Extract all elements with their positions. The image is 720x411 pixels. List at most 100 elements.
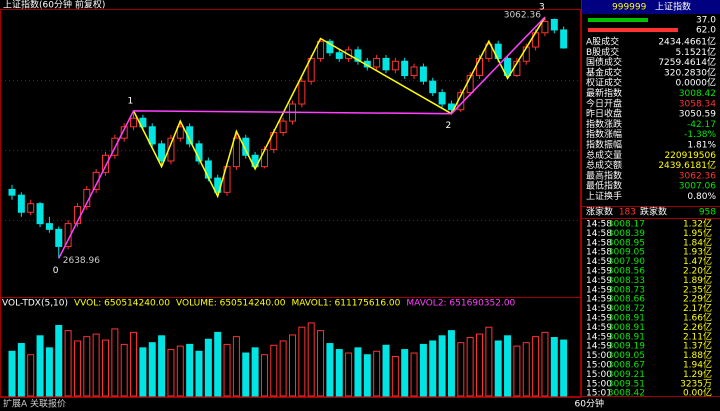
candle-body bbox=[130, 117, 138, 128]
candle-body bbox=[401, 60, 409, 77]
tick-time: 14:59 bbox=[586, 342, 612, 352]
volume-bar bbox=[176, 345, 184, 397]
stat-value: 2439.6181亿 bbox=[658, 159, 716, 171]
tick-volume: 1.37亿 bbox=[683, 340, 712, 352]
tick-time: 14:59 bbox=[586, 314, 612, 324]
volume-bar bbox=[373, 350, 381, 397]
candle-body bbox=[541, 20, 549, 34]
stock-name: 上证指数 bbox=[655, 1, 691, 13]
tick-volume: 2.35亿 bbox=[683, 283, 712, 295]
tick-time: 14:58 bbox=[586, 229, 612, 239]
tick-volume: 2.11亿 bbox=[683, 330, 712, 342]
volume-legend: MAVOL1: 611175616.00 bbox=[291, 299, 400, 309]
tick-price: 3007.90 bbox=[608, 257, 645, 267]
tick-price: 3008.91 bbox=[608, 314, 645, 324]
frame bbox=[0, 0, 720, 398]
tick-volume: 1.88亿 bbox=[683, 349, 712, 361]
candle-body bbox=[438, 92, 446, 105]
volume-bar bbox=[214, 331, 222, 397]
tick-price: 3008.17 bbox=[608, 220, 645, 230]
candle-body bbox=[410, 66, 418, 77]
volume-bar bbox=[522, 342, 530, 397]
tick-price: 3008.91 bbox=[608, 323, 645, 333]
stat-label: B股成交 bbox=[586, 46, 619, 58]
tick-volume: 1.47亿 bbox=[683, 255, 712, 267]
candle-body bbox=[232, 137, 240, 168]
volume-bar bbox=[410, 352, 418, 397]
volume-bar bbox=[120, 343, 128, 397]
volume-bar bbox=[158, 335, 166, 397]
volume-legend: MAVOL2: 651690352.00 bbox=[406, 299, 515, 309]
tick-time: 15:00 bbox=[586, 370, 612, 380]
candle-body bbox=[326, 40, 334, 54]
volume-bar bbox=[130, 331, 138, 397]
candle-body bbox=[251, 154, 259, 168]
volume-bar bbox=[532, 336, 540, 397]
tick-price: 3008.56 bbox=[608, 267, 645, 277]
tab[interactable]: 扩展A bbox=[3, 398, 28, 410]
volume-bar bbox=[513, 345, 521, 397]
volume-bar bbox=[242, 352, 250, 397]
tick-time: 14:59 bbox=[586, 257, 612, 267]
wave-line bbox=[132, 16, 546, 199]
stat-value: 1.81% bbox=[687, 141, 716, 151]
volume-bar bbox=[550, 337, 558, 397]
candle-body bbox=[373, 57, 381, 68]
stat-value: -1.38% bbox=[684, 130, 716, 140]
volume-bar bbox=[494, 340, 502, 397]
tick-price: 3008.67 bbox=[608, 361, 645, 371]
candle-body bbox=[419, 66, 427, 82]
candle-body bbox=[204, 160, 212, 179]
volume-legend: VOLUME: 650514240.00 bbox=[176, 299, 286, 309]
tick-price: 3008.91 bbox=[608, 332, 645, 342]
volume-bar bbox=[186, 343, 194, 397]
volume-bar bbox=[45, 347, 53, 397]
tick-time: 15:00 bbox=[586, 351, 612, 361]
candle-body bbox=[485, 43, 493, 59]
candle-body bbox=[120, 126, 128, 139]
volume-bar bbox=[438, 335, 446, 397]
volume-bar bbox=[391, 355, 399, 397]
chart-title: 上证指数(60分钟 前复权) bbox=[3, 0, 105, 11]
tick-volume: 1.66亿 bbox=[683, 312, 712, 324]
candle-body bbox=[176, 126, 184, 139]
stat-value: 0.0000亿 bbox=[676, 77, 717, 89]
tick-volume: 1.93亿 bbox=[683, 246, 712, 258]
bar-red bbox=[588, 28, 678, 32]
bar-green bbox=[588, 18, 648, 22]
volume-bar bbox=[195, 350, 203, 397]
volume-bar bbox=[326, 343, 334, 397]
tick-volume: 1.89亿 bbox=[683, 274, 712, 286]
tab[interactable]: 关联报价 bbox=[30, 398, 66, 410]
candle-body bbox=[298, 80, 306, 105]
tick-time: 14:58 bbox=[586, 238, 612, 248]
tick-price: 3009.05 bbox=[608, 351, 645, 361]
candle-body bbox=[260, 149, 268, 168]
tick-time: 14:58 bbox=[586, 220, 612, 230]
volume-bar bbox=[335, 349, 343, 397]
tick-volume: 2.20亿 bbox=[683, 265, 712, 277]
candle-body bbox=[148, 126, 156, 145]
wave-line bbox=[58, 16, 546, 259]
candle-body bbox=[242, 137, 250, 156]
candle-body bbox=[504, 57, 512, 77]
candle-body bbox=[8, 188, 16, 196]
volume-bar bbox=[485, 326, 493, 397]
volume-bar bbox=[148, 342, 156, 397]
volume-bar bbox=[55, 324, 63, 397]
stock-code: 999999 bbox=[612, 3, 647, 13]
volume-bar bbox=[541, 331, 549, 397]
wave-label: 2 bbox=[445, 121, 451, 131]
volume-bar bbox=[345, 352, 353, 397]
stat-label: 最高指数 bbox=[586, 169, 622, 181]
volume-bar bbox=[298, 326, 306, 397]
tick-price: 3008.39 bbox=[608, 229, 645, 239]
period[interactable]: 60分钟 bbox=[575, 398, 604, 410]
stat-label: 今日开盘 bbox=[586, 97, 622, 109]
volume-bar bbox=[270, 344, 278, 397]
candle-body bbox=[17, 194, 25, 213]
stat-value: 3058.34 bbox=[679, 99, 716, 109]
tick-price: 3009.05 bbox=[608, 248, 645, 258]
